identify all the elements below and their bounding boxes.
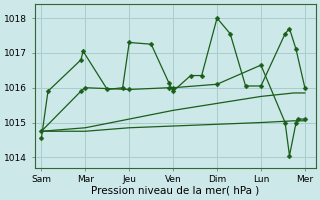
X-axis label: Pression niveau de la mer( hPa ): Pression niveau de la mer( hPa ) — [91, 186, 260, 196]
